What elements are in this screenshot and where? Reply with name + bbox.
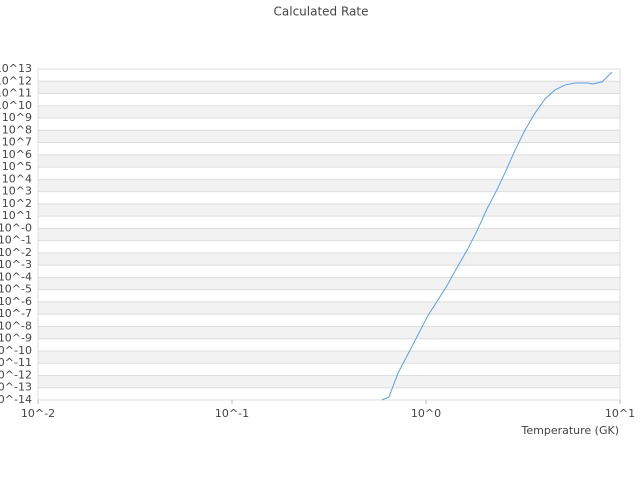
y-tick-label: 10^-13 — [0, 381, 32, 394]
y-tick-label: 10^11 — [0, 87, 32, 100]
y-tick-label: 10^3 — [2, 185, 32, 198]
x-tick-label: 10^1 — [605, 407, 635, 420]
y-tick-label: 10^-1 — [0, 234, 32, 247]
y-tick-label: 10^-11 — [0, 356, 32, 369]
y-tick-label: 10^-12 — [0, 368, 32, 381]
grid-band — [38, 350, 620, 364]
x-tick-label: 10^-2 — [21, 407, 55, 420]
x-tick-label: 10^0 — [411, 407, 441, 420]
y-tick-label: 10^9 — [2, 111, 32, 124]
x-axis-label: Temperature (GK) — [521, 424, 620, 437]
y-tick-label: 10^5 — [2, 160, 32, 173]
y-tick-label: 10^-14 — [0, 393, 32, 406]
grid-band — [38, 179, 620, 192]
grid-band — [38, 228, 620, 241]
y-tick-label: 10^7 — [2, 136, 32, 149]
chart-title: Calculated Rate — [274, 5, 369, 19]
grid-band — [38, 81, 620, 94]
grid-band — [38, 375, 620, 388]
data-line — [381, 71, 613, 401]
y-tick-label: 10^-10 — [0, 344, 32, 357]
y-tick-label: 10^-8 — [0, 319, 32, 332]
grid-band — [38, 326, 620, 339]
x-tick-label: 10^-1 — [215, 407, 249, 420]
grid-band — [38, 252, 620, 266]
grid-band — [38, 105, 620, 119]
y-tick-label: 10^4 — [2, 172, 32, 185]
grid-band — [38, 154, 620, 168]
grid-band — [38, 301, 620, 315]
y-tick-label: 10^2 — [2, 197, 32, 210]
y-tick-label: 10^13 — [0, 62, 32, 75]
y-tick-label: 10^8 — [2, 123, 32, 136]
y-tick-label: 10^-4 — [0, 270, 32, 283]
y-tick-label: 10^-6 — [0, 295, 32, 308]
y-tick-label: 10^-3 — [0, 258, 32, 271]
y-tick-label: 10^-2 — [0, 246, 32, 259]
y-tick-label: 10^6 — [2, 148, 32, 161]
grid-band — [38, 203, 620, 217]
y-tick-label: 10^-5 — [0, 283, 32, 296]
plot-frame — [37, 68, 621, 401]
y-tick-label: 10^-0 — [0, 221, 32, 234]
y-tick-label: 10^10 — [0, 99, 32, 112]
y-tick-label: 10^12 — [0, 74, 32, 87]
y-tick-label: 10^1 — [2, 209, 32, 222]
grid-band — [38, 130, 620, 143]
y-tick-label: 10^-9 — [0, 332, 32, 345]
y-tick-label: 10^-7 — [0, 307, 32, 320]
grid-band — [38, 277, 620, 290]
